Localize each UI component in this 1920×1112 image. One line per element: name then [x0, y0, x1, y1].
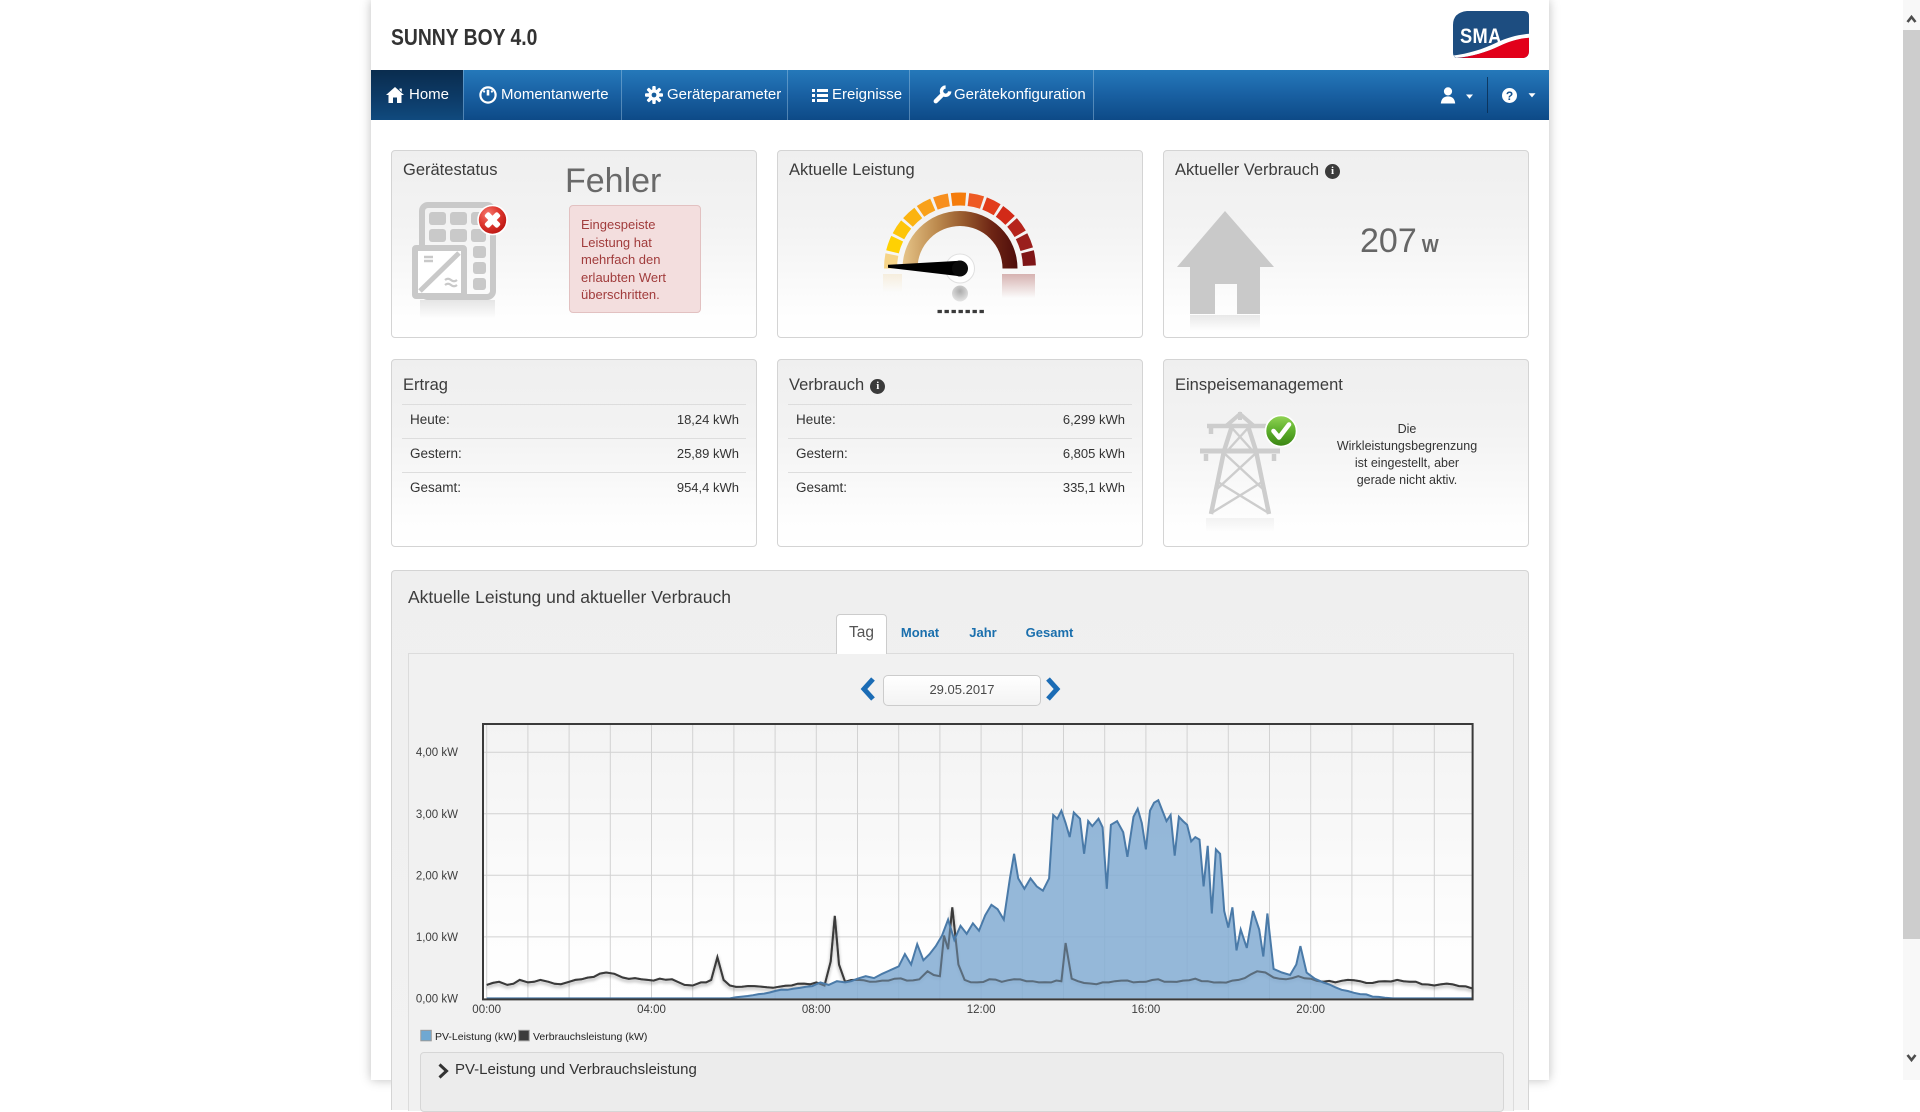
svg-text:00:00: 00:00 [472, 1004, 501, 1016]
svg-text:4,00 kW: 4,00 kW [416, 747, 458, 759]
svg-text:SMA: SMA [1460, 25, 1502, 49]
svg-text:2,00 kW: 2,00 kW [416, 870, 458, 882]
svg-text:Verbrauchsleistung (kW): Verbrauchsleistung (kW) [533, 1031, 647, 1043]
svg-text:1,00 kW: 1,00 kW [416, 932, 458, 944]
svg-text:3,00 kW: 3,00 kW [416, 809, 458, 821]
svg-text:PV-Leistung (kW): PV-Leistung (kW) [435, 1031, 517, 1043]
svg-text:04:00: 04:00 [637, 1004, 666, 1016]
svg-text:12:00: 12:00 [967, 1004, 996, 1016]
svg-text:0,00 kW: 0,00 kW [416, 993, 458, 1005]
svg-text:08:00: 08:00 [802, 1004, 831, 1016]
svg-text:20:00: 20:00 [1296, 1004, 1325, 1016]
svg-text:16:00: 16:00 [1132, 1004, 1161, 1016]
svg-text:?: ? [1506, 89, 1513, 103]
